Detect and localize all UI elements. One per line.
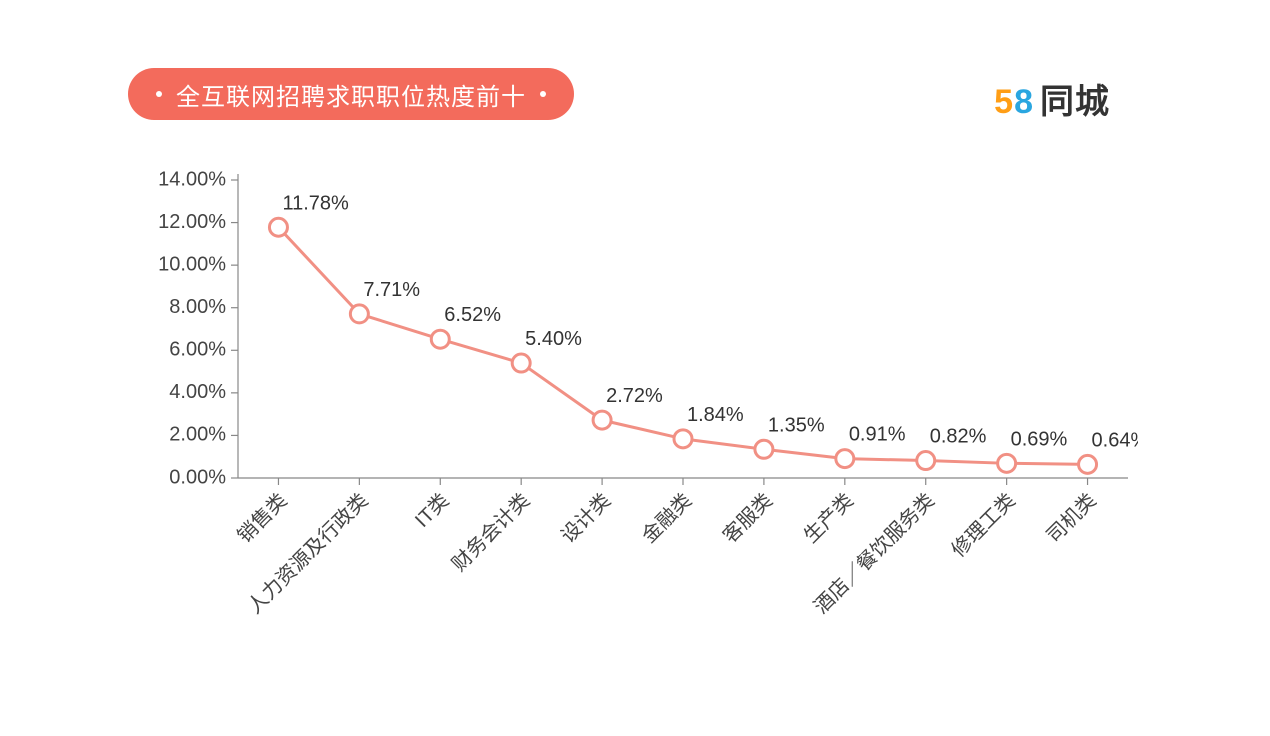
x-tick-label: 销售类 — [233, 489, 292, 548]
value-label: 1.84% — [687, 404, 744, 426]
page-title: 全互联网招聘求职职位热度前十 — [162, 77, 540, 112]
logo-digit-5: 5 — [994, 83, 1014, 121]
y-tick-label: 10.00% — [158, 253, 226, 275]
data-point — [593, 411, 611, 429]
value-label: 7.71% — [363, 279, 420, 301]
data-point — [350, 305, 368, 323]
data-point — [998, 454, 1016, 472]
x-tick-label: 设计类 — [557, 489, 616, 548]
data-point — [674, 430, 692, 448]
data-point — [1079, 455, 1097, 473]
value-label: 0.64% — [1092, 429, 1138, 451]
data-point — [917, 452, 935, 470]
x-tick-label: 金融类 — [637, 489, 696, 548]
x-tick-label-group: 销售类 — [233, 489, 292, 548]
x-tick-label-group: 设计类 — [557, 489, 616, 548]
x-tick-label: IT类 — [410, 489, 453, 532]
data-point — [269, 218, 287, 236]
value-label: 0.91% — [849, 424, 906, 446]
data-point — [836, 450, 854, 468]
x-tick-label-group: 财务会计类 — [447, 489, 534, 576]
y-tick-label: 0.00% — [169, 466, 226, 488]
value-label: 11.78% — [282, 192, 349, 214]
y-tick-label: 8.00% — [169, 296, 226, 318]
x-tick-label: 修理工类 — [947, 489, 1020, 562]
x-tick-label-group: 司机类 — [1042, 489, 1101, 548]
x-tick-label: 司机类 — [1042, 489, 1101, 548]
value-label: 5.40% — [525, 328, 582, 350]
value-label: 0.82% — [930, 426, 987, 448]
y-tick-label: 4.00% — [169, 381, 226, 403]
logo-cn: 同城 — [1040, 83, 1110, 121]
chart-svg: 0.00% 2.00% 4.00% 6.00% 8.00% 10.00% 12.00% 14.… — [128, 160, 1138, 680]
y-tick-label: 12.00% — [158, 211, 226, 233]
line-chart: 0.00% 2.00% 4.00% 6.00% 8.00% 10.00% 12.00% 14.… — [128, 160, 1138, 680]
x-tick-label-group: 修理工类 — [947, 489, 1020, 562]
value-label: 1.35% — [768, 414, 825, 436]
x-tick-label: 生产类 — [799, 489, 858, 548]
data-point — [431, 330, 449, 348]
bullet-icon — [540, 91, 546, 97]
data-point — [512, 354, 530, 372]
page: 全互联网招聘求职职位热度前十 58同城 0.00% 2.00% 4.00% 6.00%… — [0, 0, 1270, 736]
x-tick-label-group: 金融类 — [637, 489, 696, 548]
y-tick-label: 2.00% — [169, 424, 226, 446]
title-pill: 全互联网招聘求职职位热度前十 — [128, 68, 574, 120]
x-tick-label-group: 客服类 — [718, 489, 777, 548]
value-label: 2.72% — [606, 385, 663, 407]
y-tick-label: 6.00% — [169, 339, 226, 361]
value-label: 0.69% — [1011, 428, 1068, 450]
x-tick-label: 客服类 — [718, 489, 777, 548]
data-point — [755, 440, 773, 458]
brand-logo: 58同城 — [994, 74, 1110, 123]
value-label: 6.52% — [444, 304, 501, 326]
y-tick-label: 14.00% — [158, 168, 226, 190]
x-tick-label-group: 生产类 — [799, 489, 858, 548]
x-tick-label: 财务会计类 — [447, 489, 534, 576]
header: 全互联网招聘求职职位热度前十 58同城 — [0, 68, 1270, 128]
x-tick-label-group: IT类 — [410, 489, 453, 532]
logo-digit-8: 8 — [1014, 83, 1034, 121]
